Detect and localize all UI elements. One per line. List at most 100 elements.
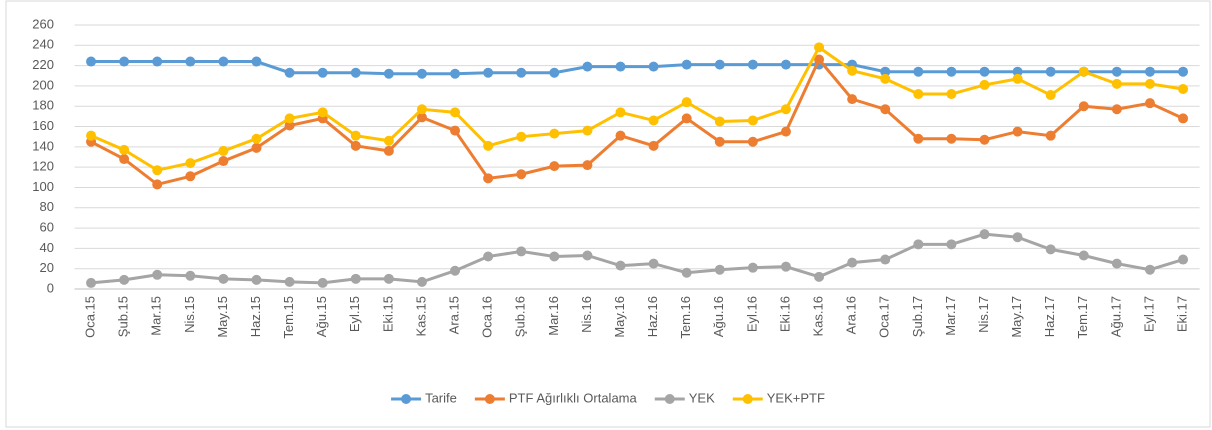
chart-frame [5, 0, 1211, 428]
point [1111, 258, 1122, 269]
point [1178, 66, 1189, 77]
point [416, 68, 427, 79]
point [483, 140, 494, 151]
x-tick-label: Oca.15 [82, 296, 97, 338]
point [516, 131, 527, 142]
point [747, 59, 758, 70]
x-tick-label: May.15 [215, 296, 230, 338]
point [880, 104, 891, 115]
point [86, 56, 97, 67]
point [681, 113, 692, 124]
point [383, 145, 394, 156]
point [780, 261, 791, 272]
point [350, 67, 361, 78]
x-tick-label: Şub.17 [910, 296, 925, 337]
point [152, 165, 163, 176]
point [218, 156, 229, 167]
x-tick-label: Mar.15 [149, 296, 164, 336]
point [383, 273, 394, 284]
point [284, 276, 295, 287]
point [350, 130, 361, 141]
x-tick-label: May.16 [612, 296, 627, 338]
y-tick-label: 80 [40, 199, 54, 214]
x-tick-label: Ağu.16 [711, 296, 726, 337]
point [880, 66, 891, 77]
point [1144, 66, 1155, 77]
legend-marker [742, 394, 753, 404]
legend-marker [484, 394, 495, 404]
point [516, 67, 527, 78]
x-tick-label: Şub.16 [513, 296, 528, 337]
point [450, 265, 461, 276]
point [549, 161, 560, 172]
point [681, 267, 692, 278]
point [1111, 104, 1122, 115]
point [317, 107, 328, 118]
point [516, 246, 527, 257]
x-tick-label: Mar.16 [546, 296, 561, 336]
point [847, 65, 858, 76]
x-tick-label: Eyl.16 [744, 296, 759, 332]
point [251, 142, 262, 153]
legend-marker [401, 394, 412, 404]
y-tick-label: 20 [40, 260, 54, 275]
point [648, 61, 659, 72]
point [979, 134, 990, 145]
legend-label: YEK+PTF [767, 390, 825, 405]
x-tick-label: Tem.15 [281, 296, 296, 339]
x-tick-label: Ara.15 [446, 296, 461, 334]
point [152, 56, 163, 67]
point [847, 257, 858, 268]
point [185, 158, 196, 169]
x-tick-label: Tem.16 [678, 296, 693, 339]
point [317, 67, 328, 78]
point [185, 56, 196, 67]
y-tick-label: 0 [47, 280, 54, 295]
point [913, 133, 924, 144]
point [582, 250, 593, 261]
point [549, 128, 560, 139]
point [416, 276, 427, 287]
point [218, 56, 229, 67]
point [582, 125, 593, 136]
point [880, 73, 891, 84]
x-tick-label: Ağu.17 [1108, 296, 1123, 337]
y-tick-label: 220 [32, 57, 54, 72]
point [350, 273, 361, 284]
point [350, 140, 361, 151]
point [1012, 73, 1023, 84]
point [1012, 232, 1023, 243]
point [913, 89, 924, 100]
point [1045, 66, 1056, 77]
point [946, 239, 957, 250]
point [483, 251, 494, 262]
point [383, 135, 394, 146]
point [681, 97, 692, 108]
point [615, 130, 626, 141]
x-tick-label: Oca.16 [480, 296, 495, 338]
y-tick-label: 120 [32, 159, 54, 174]
point [582, 61, 593, 72]
point [383, 68, 394, 79]
y-tick-label: 140 [32, 138, 54, 153]
y-tick-label: 60 [40, 220, 54, 235]
point [516, 169, 527, 180]
point [549, 67, 560, 78]
point [913, 66, 924, 77]
point [218, 145, 229, 156]
point [1045, 244, 1056, 255]
y-tick-label: 240 [32, 37, 54, 52]
point [714, 116, 725, 127]
point [450, 107, 461, 118]
x-tick-label: Haz.17 [1042, 296, 1057, 337]
point [615, 61, 626, 72]
point [946, 133, 957, 144]
x-tick-label: Şub.15 [116, 296, 131, 337]
x-tick-label: Nis.15 [182, 296, 197, 333]
y-tick-label: 260 [32, 16, 54, 31]
point [979, 229, 990, 240]
point [251, 274, 262, 285]
point [648, 140, 659, 151]
point [218, 273, 229, 284]
point [946, 89, 957, 100]
